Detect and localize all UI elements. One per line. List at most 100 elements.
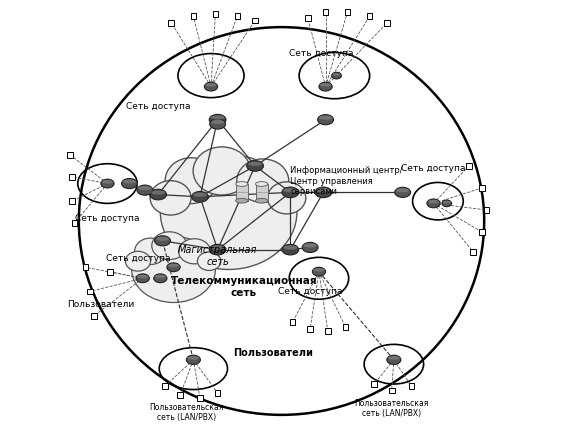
Bar bbox=[345, 9, 350, 15]
Bar bbox=[252, 18, 258, 23]
Bar bbox=[190, 13, 196, 19]
Ellipse shape bbox=[237, 159, 289, 202]
Ellipse shape bbox=[315, 187, 332, 198]
Ellipse shape bbox=[178, 239, 211, 264]
Ellipse shape bbox=[152, 232, 187, 259]
Ellipse shape bbox=[248, 162, 262, 166]
Ellipse shape bbox=[332, 72, 341, 79]
Ellipse shape bbox=[256, 198, 268, 203]
Bar bbox=[305, 15, 311, 21]
Bar bbox=[484, 207, 489, 213]
Ellipse shape bbox=[318, 114, 333, 125]
Bar bbox=[385, 20, 390, 26]
Ellipse shape bbox=[236, 182, 248, 187]
Bar bbox=[325, 328, 330, 334]
Bar bbox=[479, 229, 485, 235]
Ellipse shape bbox=[205, 83, 217, 87]
Ellipse shape bbox=[209, 119, 226, 129]
Ellipse shape bbox=[283, 188, 297, 192]
Ellipse shape bbox=[191, 191, 208, 202]
Bar bbox=[371, 381, 377, 387]
Ellipse shape bbox=[211, 115, 225, 120]
Ellipse shape bbox=[136, 274, 149, 283]
Bar bbox=[367, 13, 373, 19]
Bar bbox=[289, 320, 296, 325]
Ellipse shape bbox=[314, 268, 325, 272]
Ellipse shape bbox=[211, 245, 225, 250]
Bar bbox=[236, 184, 248, 201]
Ellipse shape bbox=[150, 181, 191, 215]
Ellipse shape bbox=[427, 199, 440, 208]
Ellipse shape bbox=[126, 251, 150, 271]
Ellipse shape bbox=[211, 120, 224, 124]
Text: Сеть доступа: Сеть доступа bbox=[289, 49, 354, 58]
Bar bbox=[479, 185, 485, 191]
Ellipse shape bbox=[395, 187, 410, 198]
Bar bbox=[389, 388, 395, 393]
Ellipse shape bbox=[102, 180, 113, 183]
Text: Телекоммуникационная
сеть: Телекоммуникационная сеть bbox=[171, 276, 318, 298]
Ellipse shape bbox=[193, 147, 251, 195]
Ellipse shape bbox=[209, 244, 226, 255]
Ellipse shape bbox=[236, 198, 248, 203]
Bar bbox=[69, 198, 75, 204]
Bar bbox=[466, 163, 472, 169]
Ellipse shape bbox=[320, 83, 331, 87]
Ellipse shape bbox=[165, 158, 217, 204]
Text: Сеть доступа: Сеть доступа bbox=[401, 164, 466, 173]
Ellipse shape bbox=[137, 275, 148, 278]
Text: Информационный центр/
Центр управления
сервисами: Информационный центр/ Центр управления с… bbox=[291, 167, 403, 196]
Bar bbox=[197, 395, 203, 401]
Ellipse shape bbox=[333, 73, 341, 76]
Ellipse shape bbox=[312, 267, 325, 276]
Ellipse shape bbox=[186, 355, 200, 364]
Ellipse shape bbox=[160, 155, 297, 270]
Ellipse shape bbox=[122, 179, 137, 189]
Text: Магистральная
сеть: Магистральная сеть bbox=[178, 245, 257, 267]
Ellipse shape bbox=[135, 238, 167, 264]
Bar bbox=[177, 392, 183, 398]
Bar bbox=[168, 20, 174, 26]
Ellipse shape bbox=[150, 189, 167, 200]
Ellipse shape bbox=[282, 187, 299, 198]
Ellipse shape bbox=[267, 182, 306, 214]
Bar bbox=[409, 383, 414, 389]
Ellipse shape bbox=[137, 185, 153, 195]
Ellipse shape bbox=[303, 244, 317, 248]
Ellipse shape bbox=[428, 200, 439, 203]
Bar bbox=[107, 269, 113, 274]
Ellipse shape bbox=[396, 188, 409, 192]
Ellipse shape bbox=[151, 191, 166, 194]
Ellipse shape bbox=[198, 252, 221, 271]
Ellipse shape bbox=[168, 264, 179, 267]
Bar bbox=[67, 152, 73, 158]
Ellipse shape bbox=[319, 82, 332, 91]
Text: Пользовательская
сеть (LAN/PBX): Пользовательская сеть (LAN/PBX) bbox=[355, 399, 429, 418]
Ellipse shape bbox=[123, 179, 136, 183]
Text: Пользователи: Пользователи bbox=[67, 300, 135, 309]
Ellipse shape bbox=[154, 274, 167, 283]
Ellipse shape bbox=[443, 201, 451, 203]
Ellipse shape bbox=[209, 114, 226, 125]
Text: Сеть доступа: Сеть доступа bbox=[75, 214, 140, 223]
Bar bbox=[91, 313, 97, 319]
Ellipse shape bbox=[388, 356, 400, 360]
Ellipse shape bbox=[319, 116, 332, 120]
Bar bbox=[323, 9, 328, 15]
Bar bbox=[342, 324, 348, 330]
Ellipse shape bbox=[138, 186, 151, 190]
Text: Пользователи: Пользователи bbox=[233, 348, 312, 358]
Text: Пользовательская
сеть (LAN/PBX): Пользовательская сеть (LAN/PBX) bbox=[150, 403, 224, 423]
Ellipse shape bbox=[283, 245, 297, 250]
Text: Сеть доступа: Сеть доступа bbox=[106, 254, 171, 263]
Ellipse shape bbox=[156, 237, 169, 241]
Ellipse shape bbox=[132, 236, 216, 302]
Ellipse shape bbox=[387, 355, 401, 364]
Ellipse shape bbox=[204, 82, 218, 91]
Text: Сеть доступа: Сеть доступа bbox=[126, 102, 190, 111]
Bar bbox=[470, 249, 476, 255]
Ellipse shape bbox=[247, 160, 263, 171]
Bar bbox=[213, 11, 218, 17]
Bar bbox=[72, 221, 77, 226]
Text: Сеть доступа: Сеть доступа bbox=[278, 287, 342, 296]
